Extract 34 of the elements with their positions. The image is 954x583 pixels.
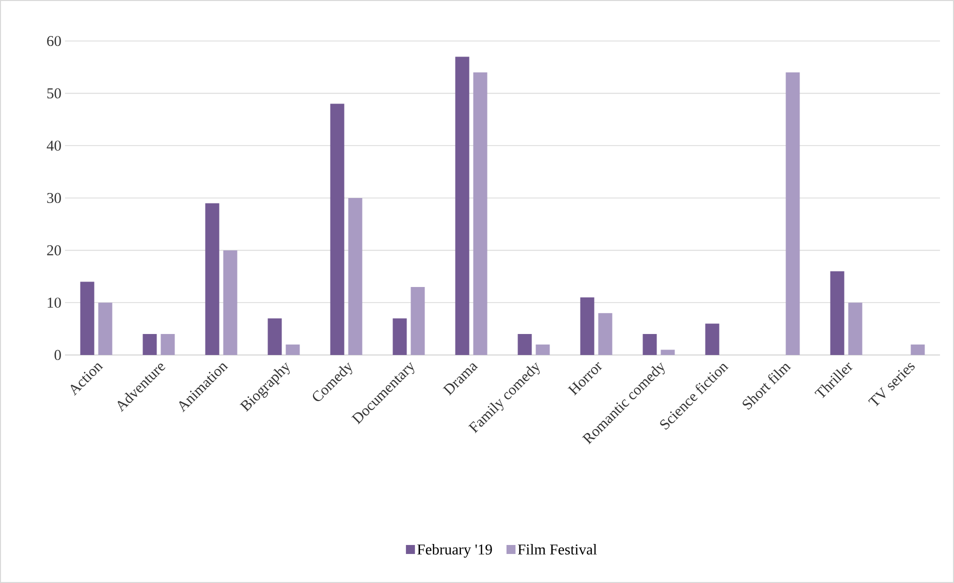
legend-label: Film Festival [518,544,597,555]
bar [410,286,425,355]
bar [598,313,612,355]
bar [580,297,594,355]
bar [98,302,112,355]
bar [348,198,362,355]
bar [268,318,282,355]
bar [910,344,925,355]
bar [642,334,657,355]
bar [330,104,344,355]
bar [848,302,862,355]
bar [536,344,550,355]
y-tick-label: 10 [48,298,61,308]
bar [80,282,94,355]
y-tick-label: 0 [54,350,61,360]
y-tick-label: 30 [47,192,61,204]
bar [286,344,300,355]
bar [786,72,800,355]
bar [518,334,532,355]
bar [223,250,238,355]
bar [473,72,488,355]
bar [830,271,844,355]
legend-label: February '19 [417,544,492,558]
y-tick-label: 20 [47,245,61,256]
bar [455,56,470,355]
bar [392,318,407,355]
bar [205,203,220,355]
bar [660,350,675,355]
bar [705,324,720,355]
y-tick-label: 50 [47,88,61,98]
y-tick-label: 40 [46,140,61,151]
bar [142,334,157,355]
bar [160,334,175,355]
y-tick-label: 60 [47,36,61,46]
